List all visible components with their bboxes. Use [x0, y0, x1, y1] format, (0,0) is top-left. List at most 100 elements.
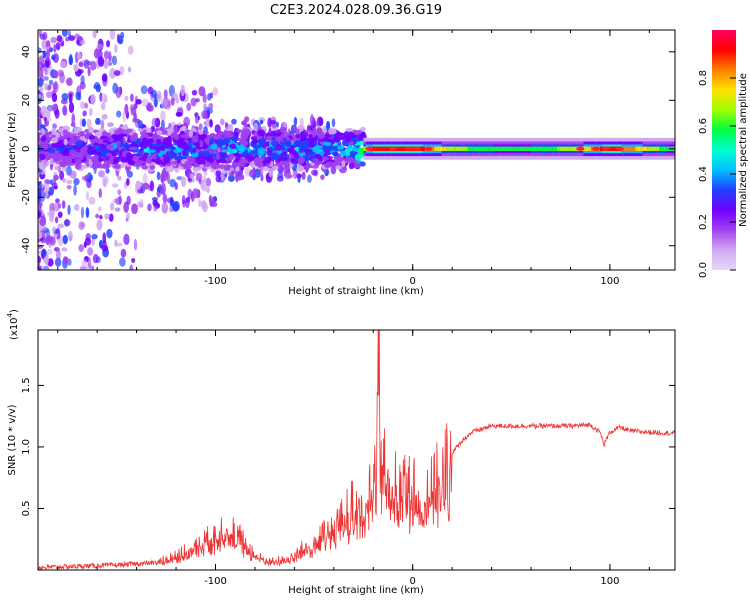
- spectrogram-ridge-cell: [420, 146, 424, 151]
- spectrogram-noise-cell: [117, 35, 124, 45]
- spectrogram-noise-cell: [57, 69, 64, 77]
- spectrogram-band-cell: [51, 127, 56, 136]
- spectrogram-band-cell: [304, 148, 314, 153]
- colorbar-tick-label: 0.2: [698, 214, 709, 230]
- spectrogram-band-cell: [348, 162, 355, 170]
- spectrogram-band-cell: [204, 161, 212, 168]
- spectrogram-x-tick-label: -100: [204, 276, 227, 287]
- spectrogram-band-cell: [359, 161, 366, 167]
- spectrogram-noise-cell: [53, 70, 59, 79]
- spectrogram-ridge-cell: [550, 146, 554, 151]
- spectrogram-band-cell: [188, 157, 196, 165]
- spectrogram-ridge-cell: [540, 146, 544, 151]
- spectrogram-band-cell: [290, 157, 296, 164]
- spectrogram-ridge-cell: [609, 146, 613, 151]
- spectrogram-ridge-cell: [531, 146, 535, 151]
- spectrogram-band-cell: [192, 166, 202, 172]
- spectrogram-noise-cell: [46, 110, 51, 119]
- spectrogram-noise-cell: [86, 178, 92, 189]
- spectrogram-ridge-cell: [448, 146, 452, 151]
- spectrogram-band-cell: [176, 158, 181, 163]
- spectrogram-noise-cell: [88, 107, 93, 116]
- spectrogram-noise-cell: [73, 184, 77, 196]
- spectrogram-band-cell: [235, 157, 240, 163]
- spectrogram-band-cell: [88, 134, 95, 140]
- spectrogram-band-cell: [108, 157, 114, 165]
- spectrogram-noise-cell: [180, 84, 186, 97]
- spectrogram-noise-cell: [149, 180, 155, 192]
- spectrogram-noise-cell: [38, 206, 42, 218]
- spectrogram-peak-cell: [615, 146, 624, 151]
- spectrogram-ridge-cell: [552, 146, 556, 151]
- spectrogram-band-cell: [60, 135, 65, 141]
- spectrogram-noise-cell: [200, 200, 207, 210]
- spectrogram-peak-cell: [404, 146, 413, 151]
- snr-x-tick-label: 0: [410, 576, 416, 587]
- spectrogram-ridge-cell: [491, 146, 495, 151]
- spectrogram-ridge-cell: [661, 146, 665, 151]
- spectrogram-ridge-cell: [434, 146, 438, 151]
- spectrogram-noise-cell: [293, 116, 298, 126]
- spectrogram-noise-cell: [101, 93, 107, 105]
- spectrogram-noise-cell: [129, 264, 134, 270]
- spectrogram-band-cell: [332, 161, 341, 167]
- spectrogram-x-tick-label: 0: [410, 276, 416, 287]
- spectrogram-band-cell: [322, 141, 330, 146]
- spectrogram-noise-cell: [135, 99, 142, 105]
- spectrogram-noise-cell: [79, 81, 86, 90]
- spectrogram-ridge-cell: [517, 146, 521, 151]
- spectrogram-ridge-cell: [652, 146, 656, 151]
- spectrogram-ridge-cell: [529, 146, 533, 151]
- spectrogram-noise-cell: [208, 102, 214, 109]
- spectrogram-noise-cell: [99, 214, 103, 220]
- spectrogram-noise-cell: [109, 67, 116, 79]
- spectrogram-band-cell: [38, 138, 43, 142]
- spectrogram-noise-cell: [310, 169, 318, 176]
- spectrogram-noise-cell: [61, 93, 69, 101]
- spectrogram-ridge-cell: [519, 146, 523, 151]
- spectrogram-ridge-cell: [474, 146, 478, 151]
- spectrogram-band-cell: [210, 144, 215, 149]
- spectrogram-ridge-cell: [462, 146, 466, 151]
- spectrogram-band-cell: [232, 161, 239, 168]
- spectrogram-noise-cell: [126, 212, 130, 220]
- spectrogram-noise-cell: [38, 202, 43, 209]
- snr-scale-suffix: ): [9, 309, 20, 313]
- spectrogram-noise-cell: [46, 248, 53, 256]
- spectrogram-band-cell: [38, 132, 42, 136]
- spectrogram-ridge-cell: [666, 146, 670, 151]
- spectrogram-ridge-cell: [493, 146, 497, 151]
- spectrogram-noise-cell: [82, 110, 87, 117]
- spectrogram-ridge-cell: [611, 146, 615, 151]
- spectrogram-ridge-cell: [467, 146, 471, 151]
- spectrogram-noise-cell: [174, 167, 180, 173]
- spectrogram-ridge-cell: [547, 146, 551, 151]
- spectrogram-band-cell: [118, 133, 128, 137]
- spectrogram-noise-cell: [172, 200, 180, 212]
- spectrogram-noise-cell: [162, 193, 168, 204]
- spectrogram-ridge-cell: [372, 146, 376, 151]
- spectrogram-noise-cell: [38, 181, 42, 193]
- spectrogram-noise-cell: [98, 188, 102, 199]
- spectrogram-ridge-cell: [469, 146, 473, 151]
- spectrogram-band-cell: [199, 159, 206, 166]
- spectrogram-noise-cell: [111, 183, 119, 188]
- spectrogram-noise-cell: [54, 257, 62, 268]
- spectrogram-band-cell: [83, 133, 91, 138]
- spectrogram-noise-cell: [52, 82, 58, 91]
- spectrogram-noise-cell: [252, 174, 256, 181]
- spectrogram-band-cell: [282, 151, 287, 156]
- spectrogram-band-cell: [141, 157, 147, 162]
- spectrogram-noise-cell: [66, 179, 73, 185]
- spectrogram-ridge-cell: [377, 146, 381, 151]
- spectrogram-noise-cell: [44, 68, 48, 76]
- spectrogram-noise-cell: [51, 92, 58, 103]
- spectrogram-noise-cell: [181, 195, 186, 205]
- spectrogram-noise-cell: [198, 123, 203, 131]
- spectrogram-ridge-cell: [488, 146, 492, 151]
- spectrogram-noise-cell: [71, 113, 76, 125]
- spectrogram-ridge-cell: [545, 146, 549, 151]
- colorbar-tick-label: 0.0: [698, 262, 709, 278]
- spectrogram-noise-cell: [68, 55, 74, 66]
- spectrogram-noise-cell: [73, 203, 80, 212]
